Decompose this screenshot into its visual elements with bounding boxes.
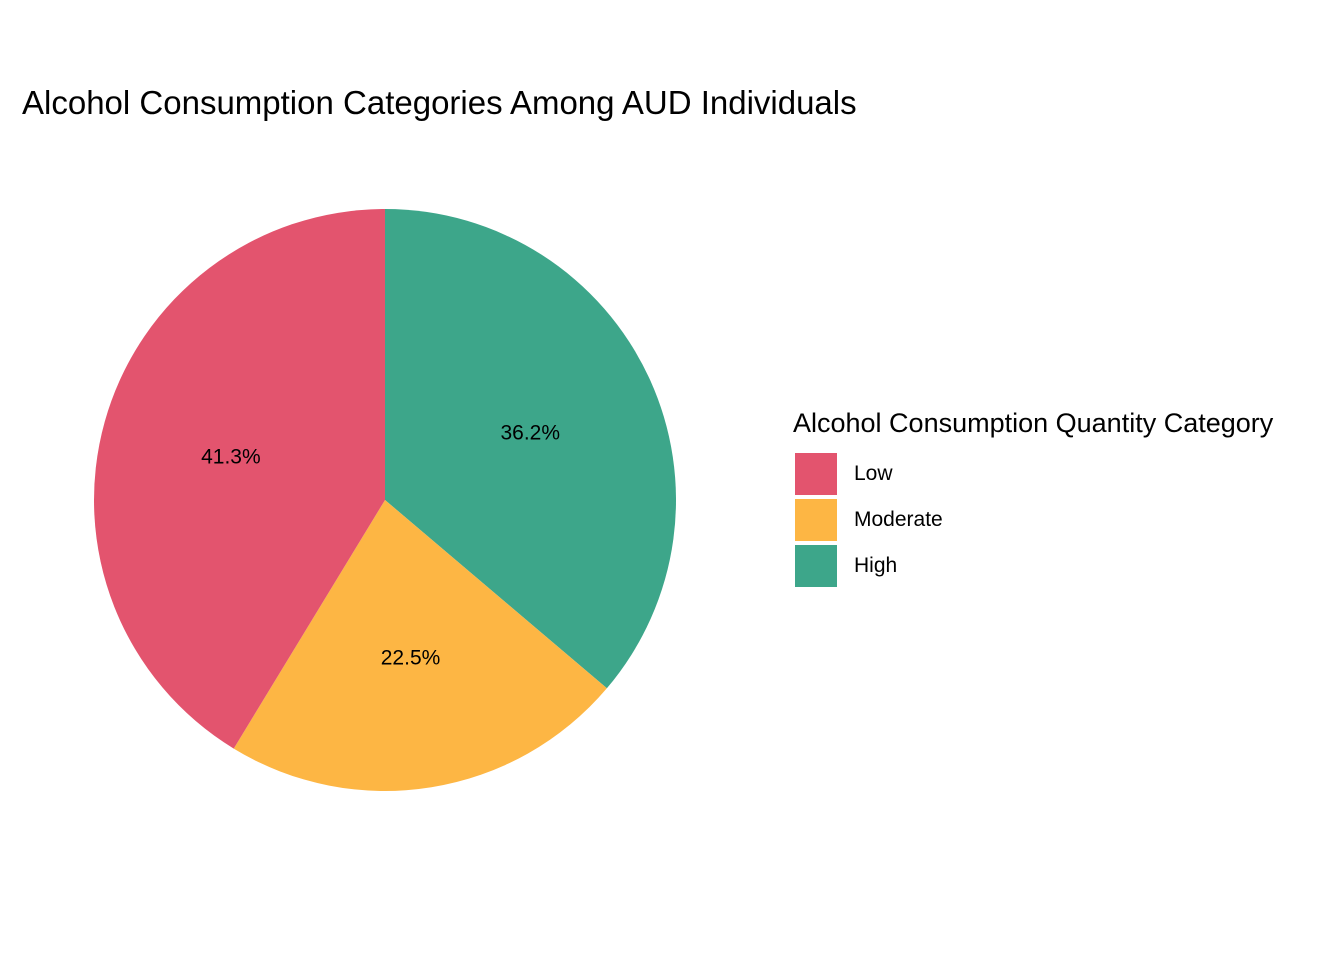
legend-key-low [795, 453, 837, 495]
chart-title: Alcohol Consumption Categories Among AUD… [22, 84, 857, 121]
legend-title: Alcohol Consumption Quantity Category [793, 408, 1274, 438]
legend: Alcohol Consumption Quantity Category Lo… [793, 408, 1273, 589]
legend-item-low: Low [793, 451, 1273, 497]
legend-label-high: High [854, 554, 898, 577]
pie-slice-labels: 36.2% 22.5% 41.3% [201, 421, 560, 669]
slice-label-low: 41.3% [201, 445, 261, 468]
pie-slices [94, 209, 676, 791]
slice-label-moderate: 22.5% [381, 647, 441, 670]
pie-slice-moderate [233, 500, 607, 791]
pie-slice-high [385, 209, 676, 689]
legend-item-moderate: Moderate [793, 497, 1273, 543]
legend-label-moderate: Moderate [854, 508, 943, 531]
legend-item-high: High [793, 543, 1273, 589]
pie-slice-low [94, 209, 385, 749]
legend-key-high [795, 545, 837, 587]
slice-label-high: 36.2% [500, 421, 560, 444]
legend-label-low: Low [854, 462, 893, 485]
legend-key-moderate [795, 499, 837, 541]
